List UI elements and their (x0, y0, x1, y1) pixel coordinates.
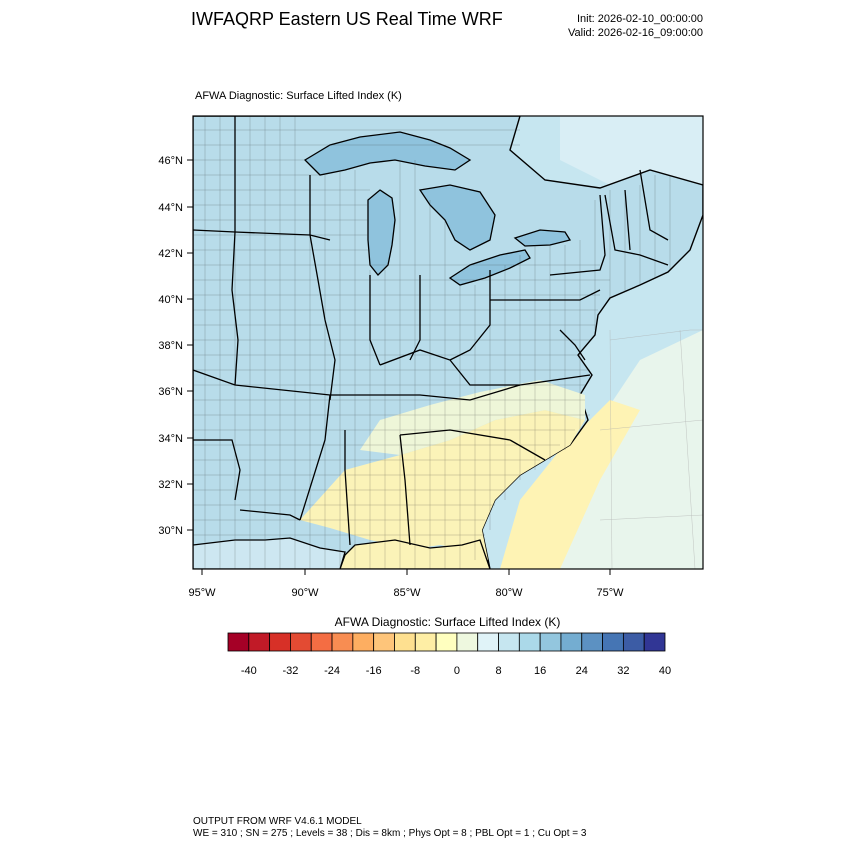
colorbar-swatch (643, 632, 666, 652)
colorbar-swatch (331, 632, 354, 652)
colorbar-swatch (435, 632, 458, 652)
colorbar-tick-label: -40 (241, 665, 257, 677)
colorbar-swatch (518, 632, 541, 652)
colorbar-swatch (498, 632, 520, 652)
colorbar-title: AFWA Diagnostic: Surface Lifted Index (K… (334, 615, 561, 629)
lake-superior (303, 131, 472, 176)
offshore-light-zone (560, 330, 703, 569)
colorbar-swatch (290, 632, 312, 652)
colorbar-tick-label: 40 (659, 665, 671, 677)
colorbar-swatch (394, 632, 416, 652)
lake-erie (448, 249, 531, 286)
lon-label: 85°W (393, 587, 421, 599)
county-grid (193, 116, 671, 569)
colorbar-tick-labels: -40 -32 -24 -16 -8 0 8 16 24 32 40 (241, 665, 671, 677)
model-info-line2: WE = 310 ; SN = 275 ; Levels = 38 ; Dis … (193, 828, 587, 839)
colorbar-tick-label: 8 (495, 665, 501, 677)
lat-label: 44°N (158, 202, 183, 214)
lat-label: 46°N (158, 155, 183, 167)
colorbar-swatch (622, 632, 645, 652)
colorbar-swatch (269, 632, 291, 652)
colorbar-tick-label: -32 (282, 665, 298, 677)
lake-ontario (513, 229, 572, 247)
colorbar-swatch (560, 632, 583, 652)
gulf-coast-land (193, 537, 346, 569)
state-boundaries (193, 116, 669, 546)
colorbar-swatch (581, 632, 603, 652)
lat-label: 34°N (158, 433, 183, 445)
colorbar-swatch (373, 632, 395, 652)
colorbar-swatch (248, 632, 271, 652)
field-title: AFWA Diagnostic: Surface Lifted Index (K… (195, 90, 402, 102)
map-frame (192, 115, 704, 570)
graticule (599, 329, 703, 569)
colorbar-tick-label: 24 (576, 665, 588, 677)
lon-label: 75°W (596, 587, 624, 599)
lake-huron (418, 184, 496, 251)
init-time: Init: 2026-02-10_00:00:00 (577, 13, 703, 25)
lat-label: 38°N (158, 340, 183, 352)
colorbar-tick-label: -8 (410, 665, 420, 677)
lat-label: 42°N (158, 248, 183, 260)
lon-label: 95°W (188, 587, 216, 599)
colorbar-swatch (477, 632, 499, 652)
colorbar-swatch (352, 632, 375, 652)
colorbar-tick-label: -16 (366, 665, 382, 677)
longitude-axis: 95°W 90°W 85°W 80°W 75°W (188, 569, 624, 599)
lake-michigan (367, 189, 396, 276)
colorbar-tick-label: -24 (324, 665, 340, 677)
colorbar-tick-label: 0 (454, 665, 460, 677)
latitude-axis: 46°N 44°N 42°N 40°N 38°N 36°N 34°N 32°N 30°N (158, 155, 193, 537)
colorbar-swatch (456, 632, 479, 652)
lon-label: 80°W (495, 587, 523, 599)
lat-label: 32°N (158, 479, 183, 491)
colorbar-swatch (227, 632, 250, 652)
colorbar-tick-label: 32 (617, 665, 629, 677)
lat-label: 30°N (158, 525, 183, 537)
colorbar-swatch (602, 632, 624, 652)
model-info-line1: OUTPUT FROM WRF V4.6.1 MODEL (193, 816, 362, 827)
lat-label: 36°N (158, 386, 183, 398)
colorbar (227, 632, 666, 652)
offshore-warm-zone (500, 400, 640, 569)
land-carolina-pale (360, 380, 585, 455)
colorbar-swatch (310, 632, 333, 652)
lat-label: 40°N (158, 294, 183, 306)
map-panel (193, 116, 703, 569)
valid-time: Valid: 2026-02-16_09:00:00 (568, 27, 703, 39)
land-southeast-warm (300, 410, 585, 560)
colorbar-swatch (414, 632, 437, 652)
plot-title: IWFAQRP Eastern US Real Time WRF (191, 9, 503, 29)
lon-label: 90°W (291, 587, 319, 599)
colorbar-swatch (539, 632, 562, 652)
colorbar-tick-label: 16 (534, 665, 546, 677)
